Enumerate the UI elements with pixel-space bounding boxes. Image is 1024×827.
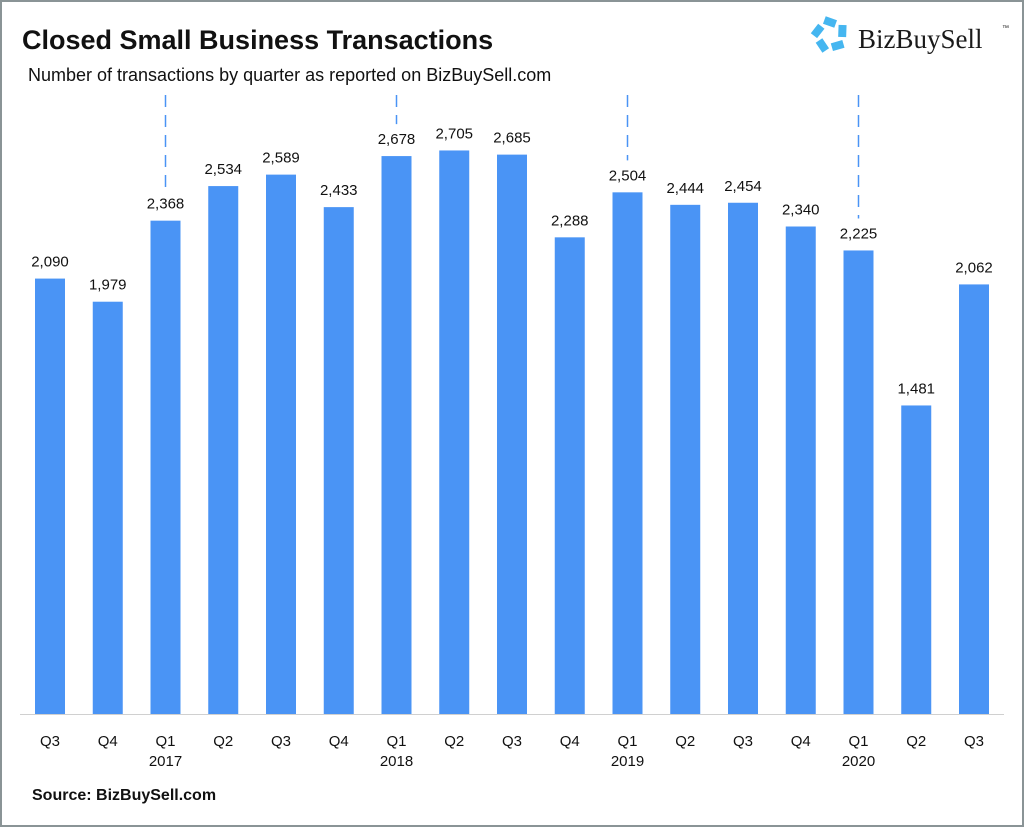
bar — [901, 405, 932, 714]
logo-segment — [838, 24, 847, 38]
x-tick-label: Q4 — [560, 733, 580, 750]
bar — [612, 192, 643, 715]
x-tick-label: Q4 — [98, 733, 118, 750]
year-label: 2019 — [611, 753, 644, 770]
bar — [92, 301, 123, 714]
data-label: 2,288 — [551, 212, 589, 229]
logo-segment — [815, 38, 830, 53]
logo-tm: ™ — [1002, 25, 1009, 32]
logo-segment — [810, 23, 825, 39]
logo-segment — [830, 40, 845, 52]
x-tick-label: Q2 — [906, 733, 926, 750]
chart-title: Closed Small Business Transactions — [22, 25, 493, 55]
data-label: 2,062 — [955, 259, 993, 276]
data-label: 2,534 — [204, 161, 242, 178]
x-tick-label: Q3 — [271, 733, 291, 750]
x-tick-label: Q4 — [791, 733, 811, 750]
year-label: 2017 — [149, 753, 182, 770]
bar — [208, 186, 239, 715]
data-label: 1,481 — [897, 380, 935, 397]
x-tick-label: Q2 — [675, 733, 695, 750]
data-label: 2,678 — [378, 131, 416, 148]
data-label: 2,504 — [609, 167, 647, 184]
x-tick-label: Q3 — [733, 733, 753, 750]
data-label: 2,340 — [782, 202, 820, 219]
logo-segment — [822, 16, 838, 28]
x-tick-label: Q1 — [155, 733, 175, 750]
data-label: 2,589 — [262, 150, 300, 167]
data-label: 2,090 — [31, 254, 69, 271]
data-label: 2,225 — [840, 225, 878, 242]
x-tick-label: Q2 — [444, 733, 464, 750]
year-label: 2020 — [842, 753, 875, 770]
data-label: 2,685 — [493, 130, 531, 147]
bar — [959, 284, 989, 714]
bar — [439, 150, 470, 715]
data-label: 2,368 — [147, 196, 185, 213]
bar — [497, 154, 527, 714]
data-label: 2,444 — [666, 180, 704, 197]
logo: BizBuySell ™ — [810, 16, 1009, 54]
data-label: 2,433 — [320, 182, 358, 199]
bar — [554, 237, 585, 715]
data-label: 2,705 — [435, 125, 473, 142]
bar — [35, 278, 65, 714]
logo-text: BizBuySell — [858, 24, 983, 54]
x-tick-label: Q4 — [329, 733, 349, 750]
x-tick-label: Q1 — [386, 733, 406, 750]
x-tick-label: Q1 — [617, 733, 637, 750]
bar — [381, 156, 412, 715]
year-label: 2018 — [380, 753, 413, 770]
x-tick-label: Q3 — [502, 733, 522, 750]
bar — [843, 250, 874, 715]
x-tick-label: Q3 — [40, 733, 60, 750]
x-tick-label: Q1 — [848, 733, 868, 750]
x-tick-label: Q2 — [213, 733, 233, 750]
data-label: 1,979 — [89, 277, 127, 294]
bar — [670, 204, 701, 715]
bar — [785, 226, 816, 714]
chart-subtitle: Number of transactions by quarter as rep… — [28, 65, 551, 85]
x-tick-label: Q3 — [964, 733, 984, 750]
source-note: Source: BizBuySell.com — [32, 787, 216, 804]
logo-star-icon — [810, 16, 847, 53]
bar — [150, 220, 181, 714]
bar — [323, 207, 354, 714]
bar — [266, 174, 296, 714]
bar — [728, 202, 758, 714]
data-label: 2,454 — [724, 178, 762, 195]
